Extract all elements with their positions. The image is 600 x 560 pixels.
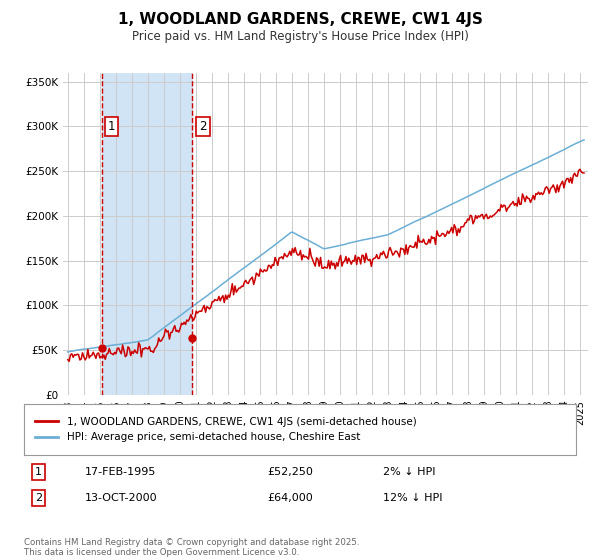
Text: £64,000: £64,000: [267, 493, 313, 503]
Text: Price paid vs. HM Land Registry's House Price Index (HPI): Price paid vs. HM Land Registry's House …: [131, 30, 469, 43]
Text: 17-FEB-1995: 17-FEB-1995: [85, 467, 156, 477]
Text: 2: 2: [199, 120, 206, 133]
Legend: 1, WOODLAND GARDENS, CREWE, CW1 4JS (semi-detached house), HPI: Average price, s: 1, WOODLAND GARDENS, CREWE, CW1 4JS (sem…: [29, 410, 423, 449]
Text: 1: 1: [35, 467, 42, 477]
Text: 2% ↓ HPI: 2% ↓ HPI: [383, 467, 436, 477]
Text: Contains HM Land Registry data © Crown copyright and database right 2025.
This d: Contains HM Land Registry data © Crown c…: [24, 538, 359, 557]
Text: 1, WOODLAND GARDENS, CREWE, CW1 4JS: 1, WOODLAND GARDENS, CREWE, CW1 4JS: [118, 12, 482, 27]
Text: 12% ↓ HPI: 12% ↓ HPI: [383, 493, 442, 503]
Bar: [102, 73, 193, 395]
Text: 2: 2: [35, 493, 42, 503]
Text: £52,250: £52,250: [267, 467, 313, 477]
Text: 13-OCT-2000: 13-OCT-2000: [85, 493, 157, 503]
Text: 1: 1: [108, 120, 115, 133]
